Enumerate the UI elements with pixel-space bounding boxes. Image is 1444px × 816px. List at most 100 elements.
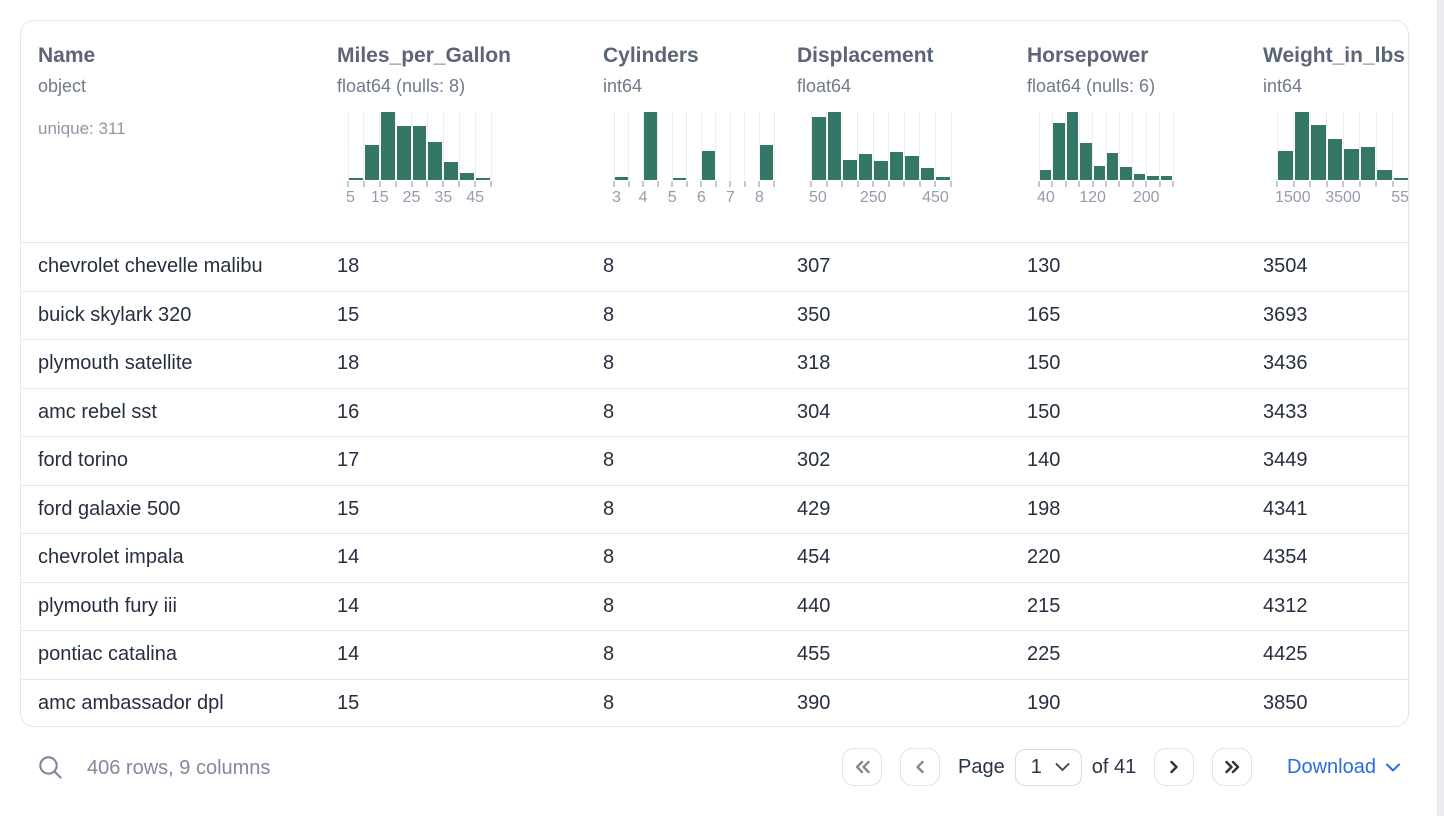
histogram-miles-per-gallon[interactable]: 5 15 25 35 45	[346, 112, 492, 207]
chevron-left-icon	[912, 759, 928, 775]
vertical-scrollbar[interactable]	[1437, 0, 1444, 816]
histogram-gridline	[347, 112, 349, 180]
table-cell: 4312	[1263, 594, 1308, 617]
column-unique-count: unique: 311	[38, 119, 126, 138]
histogram-gridline	[1092, 112, 1094, 180]
histogram-horsepower[interactable]: 40 120 200	[1037, 112, 1174, 207]
axis-tick-label: 25	[402, 189, 421, 206]
table-cell: plymouth fury iii	[38, 594, 177, 617]
table-cell: 150	[1027, 400, 1061, 423]
column-header-displacement[interactable]: Displacement float64 50 250 450	[797, 21, 1027, 242]
histogram-gridline	[841, 112, 843, 180]
chevron-down-icon	[1385, 762, 1401, 773]
axis-tick	[743, 181, 746, 187]
column-header-name[interactable]: Name object unique: 311	[21, 21, 337, 242]
histogram-bar	[1278, 151, 1293, 180]
column-dtype: float64	[797, 76, 852, 96]
histogram-bars	[613, 112, 775, 180]
axis-tick-label: 5500	[1391, 189, 1409, 206]
table-header-row: Name object unique: 311 Miles_per_Gallon flo…	[21, 21, 1408, 242]
histogram-gridline	[411, 112, 413, 180]
histogram-gridline	[1326, 112, 1327, 180]
histogram-bar	[364, 145, 379, 180]
table-row: pontiac catalina 14 8 455 225 4425	[21, 630, 1408, 679]
column-title: Weight_in_lbs	[1263, 44, 1405, 67]
axis-tick-label: 45	[466, 189, 485, 206]
histogram-gridline	[872, 112, 874, 180]
axis-tick	[1051, 181, 1054, 187]
histogram-bar	[858, 154, 873, 180]
histogram-bar	[1120, 167, 1132, 180]
histogram-bar	[1327, 139, 1342, 180]
histogram-gridline	[857, 112, 859, 180]
table-row: plymouth fury iii 14 8 440 215 4312	[21, 581, 1408, 631]
data-table-card: Name object unique: 311 Miles_per_Gallon flo…	[20, 20, 1409, 727]
search-icon[interactable]	[38, 755, 64, 781]
histogram-bar	[444, 162, 459, 180]
column-header-cylinders[interactable]: Cylinders int64 3 4 5 6 7 8	[603, 21, 797, 242]
axis-tick	[918, 181, 921, 187]
table-cell: 3436	[1263, 352, 1308, 374]
table-cell: 17	[337, 449, 360, 471]
histogram-weight-in-lbs[interactable]: 1500 3500 5500	[1275, 112, 1410, 207]
pagination: Page 1 of 41	[842, 748, 1253, 786]
histogram-gridline	[1293, 112, 1294, 180]
axis-tick	[887, 181, 890, 187]
axis-tick-label: 3	[612, 189, 621, 206]
column-header-weight-in-lbs[interactable]: Weight_in_lbs int64 1500 3500 5500	[1263, 21, 1410, 242]
table-cell: 3449	[1263, 449, 1308, 471]
histogram-gridline	[715, 112, 717, 180]
table-row: amc ambassador dpl 15 8 390 190 3850	[21, 678, 1408, 727]
histogram-gridline	[1105, 112, 1107, 180]
column-header-horsepower[interactable]: Horsepower float64 (nulls: 6) 40 120 200	[1027, 21, 1263, 242]
footer-summary-group: 406 rows, 9 columns	[38, 740, 270, 796]
histogram-displacement[interactable]: 50 250 450	[809, 112, 952, 207]
histogram-bar	[1093, 166, 1105, 180]
axis-tick-label: 7	[725, 189, 735, 206]
table-cell: 318	[797, 352, 831, 374]
table-cell: 302	[797, 449, 831, 471]
axis-tick	[490, 181, 492, 187]
table-cell: 8	[603, 303, 615, 326]
axis-tick	[1172, 181, 1174, 187]
table-cell: amc rebel sst	[38, 400, 157, 423]
axis-tick-label: 200	[1132, 189, 1160, 206]
histogram-bar	[1133, 174, 1146, 180]
axis-tick	[729, 181, 732, 187]
histogram-gridline	[1409, 112, 1410, 180]
page-select[interactable]: 1	[1014, 748, 1082, 786]
next-page-button[interactable]	[1154, 748, 1195, 786]
axis-tick	[950, 181, 952, 187]
table-row: plymouth satellite 18 8 318 150 3436	[21, 339, 1408, 388]
last-page-button[interactable]	[1212, 748, 1253, 786]
table-cell: chevrolet chevelle malibu	[38, 255, 263, 277]
chevron-down-icon	[1055, 762, 1070, 772]
histogram-axis	[1276, 180, 1409, 187]
axis-tick-label: 50	[809, 189, 827, 206]
column-title: Miles_per_Gallon	[337, 44, 511, 67]
histogram-gridline	[1051, 112, 1053, 180]
histogram-bar	[827, 112, 842, 180]
table-cell: 16	[337, 400, 360, 423]
axis-tick	[410, 181, 413, 187]
column-header-miles-per-gallon[interactable]: Miles_per_Gallon float64 (nulls: 8) 5 15 25 3…	[337, 21, 603, 242]
axis-tick	[758, 181, 761, 187]
histogram-bar	[702, 151, 715, 180]
download-button[interactable]: Download	[1287, 748, 1401, 786]
table-cell: 18	[337, 352, 360, 374]
previous-page-button[interactable]	[900, 748, 940, 786]
axis-tick	[1408, 181, 1409, 187]
axis-tick	[1158, 181, 1161, 187]
table-row: ford galaxie 500 15 8 429 198 4341	[21, 484, 1408, 534]
table-row: ford torino 17 8 302 140 3449	[21, 436, 1408, 485]
histogram-gridline	[903, 112, 905, 180]
first-page-button[interactable]	[842, 748, 882, 786]
histogram-bar	[1066, 112, 1079, 180]
table-cell: 8	[603, 643, 615, 665]
double-chevron-left-icon	[853, 759, 872, 775]
axis-tick-label: 1500	[1275, 189, 1311, 206]
histogram-bar	[1360, 147, 1375, 180]
axis-tick	[362, 181, 365, 187]
histogram-bar	[1344, 149, 1359, 180]
